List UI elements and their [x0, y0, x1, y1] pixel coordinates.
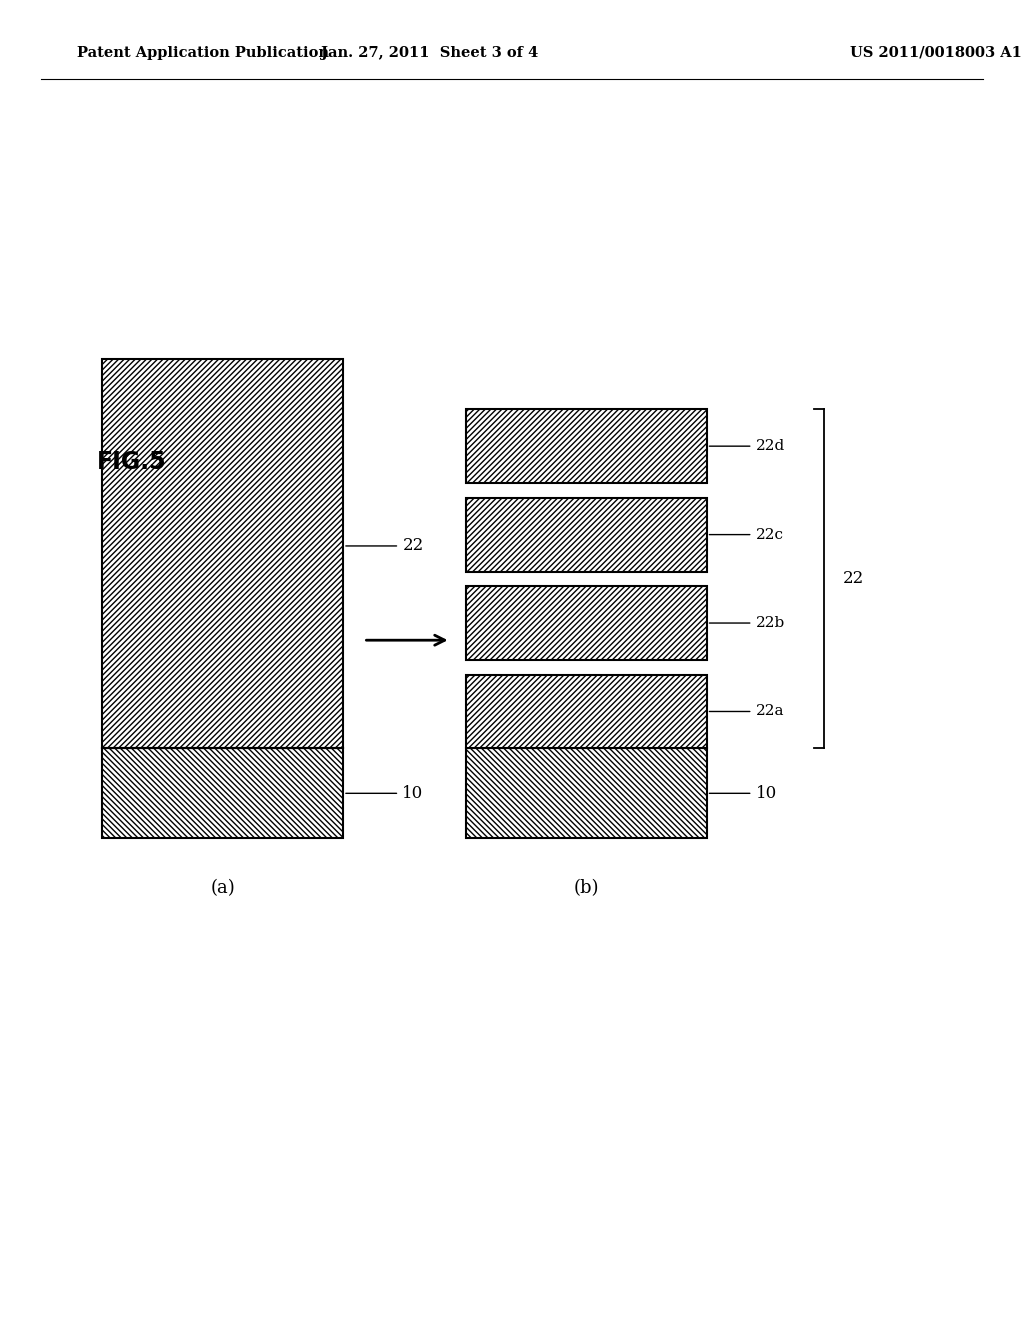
- Bar: [466, 409, 707, 483]
- Text: 22c: 22c: [756, 528, 783, 541]
- Bar: [466, 675, 707, 748]
- Text: 10: 10: [402, 785, 424, 801]
- Text: (b): (b): [573, 879, 599, 898]
- Text: 10: 10: [756, 785, 777, 801]
- Text: 22: 22: [402, 537, 424, 554]
- Bar: [102, 748, 343, 838]
- Bar: [466, 498, 707, 572]
- Bar: [466, 748, 707, 838]
- Text: US 2011/0018003 A1: US 2011/0018003 A1: [850, 46, 1022, 59]
- Text: Patent Application Publication: Patent Application Publication: [77, 46, 329, 59]
- Text: 22b: 22b: [756, 616, 785, 630]
- Text: Jan. 27, 2011  Sheet 3 of 4: Jan. 27, 2011 Sheet 3 of 4: [322, 46, 539, 59]
- Text: FIG.5: FIG.5: [97, 450, 167, 474]
- Text: (a): (a): [210, 879, 236, 898]
- Text: 22a: 22a: [756, 705, 784, 718]
- Text: 22: 22: [843, 570, 864, 587]
- Bar: [102, 359, 343, 748]
- Text: 22d: 22d: [756, 440, 785, 453]
- Bar: [466, 586, 707, 660]
